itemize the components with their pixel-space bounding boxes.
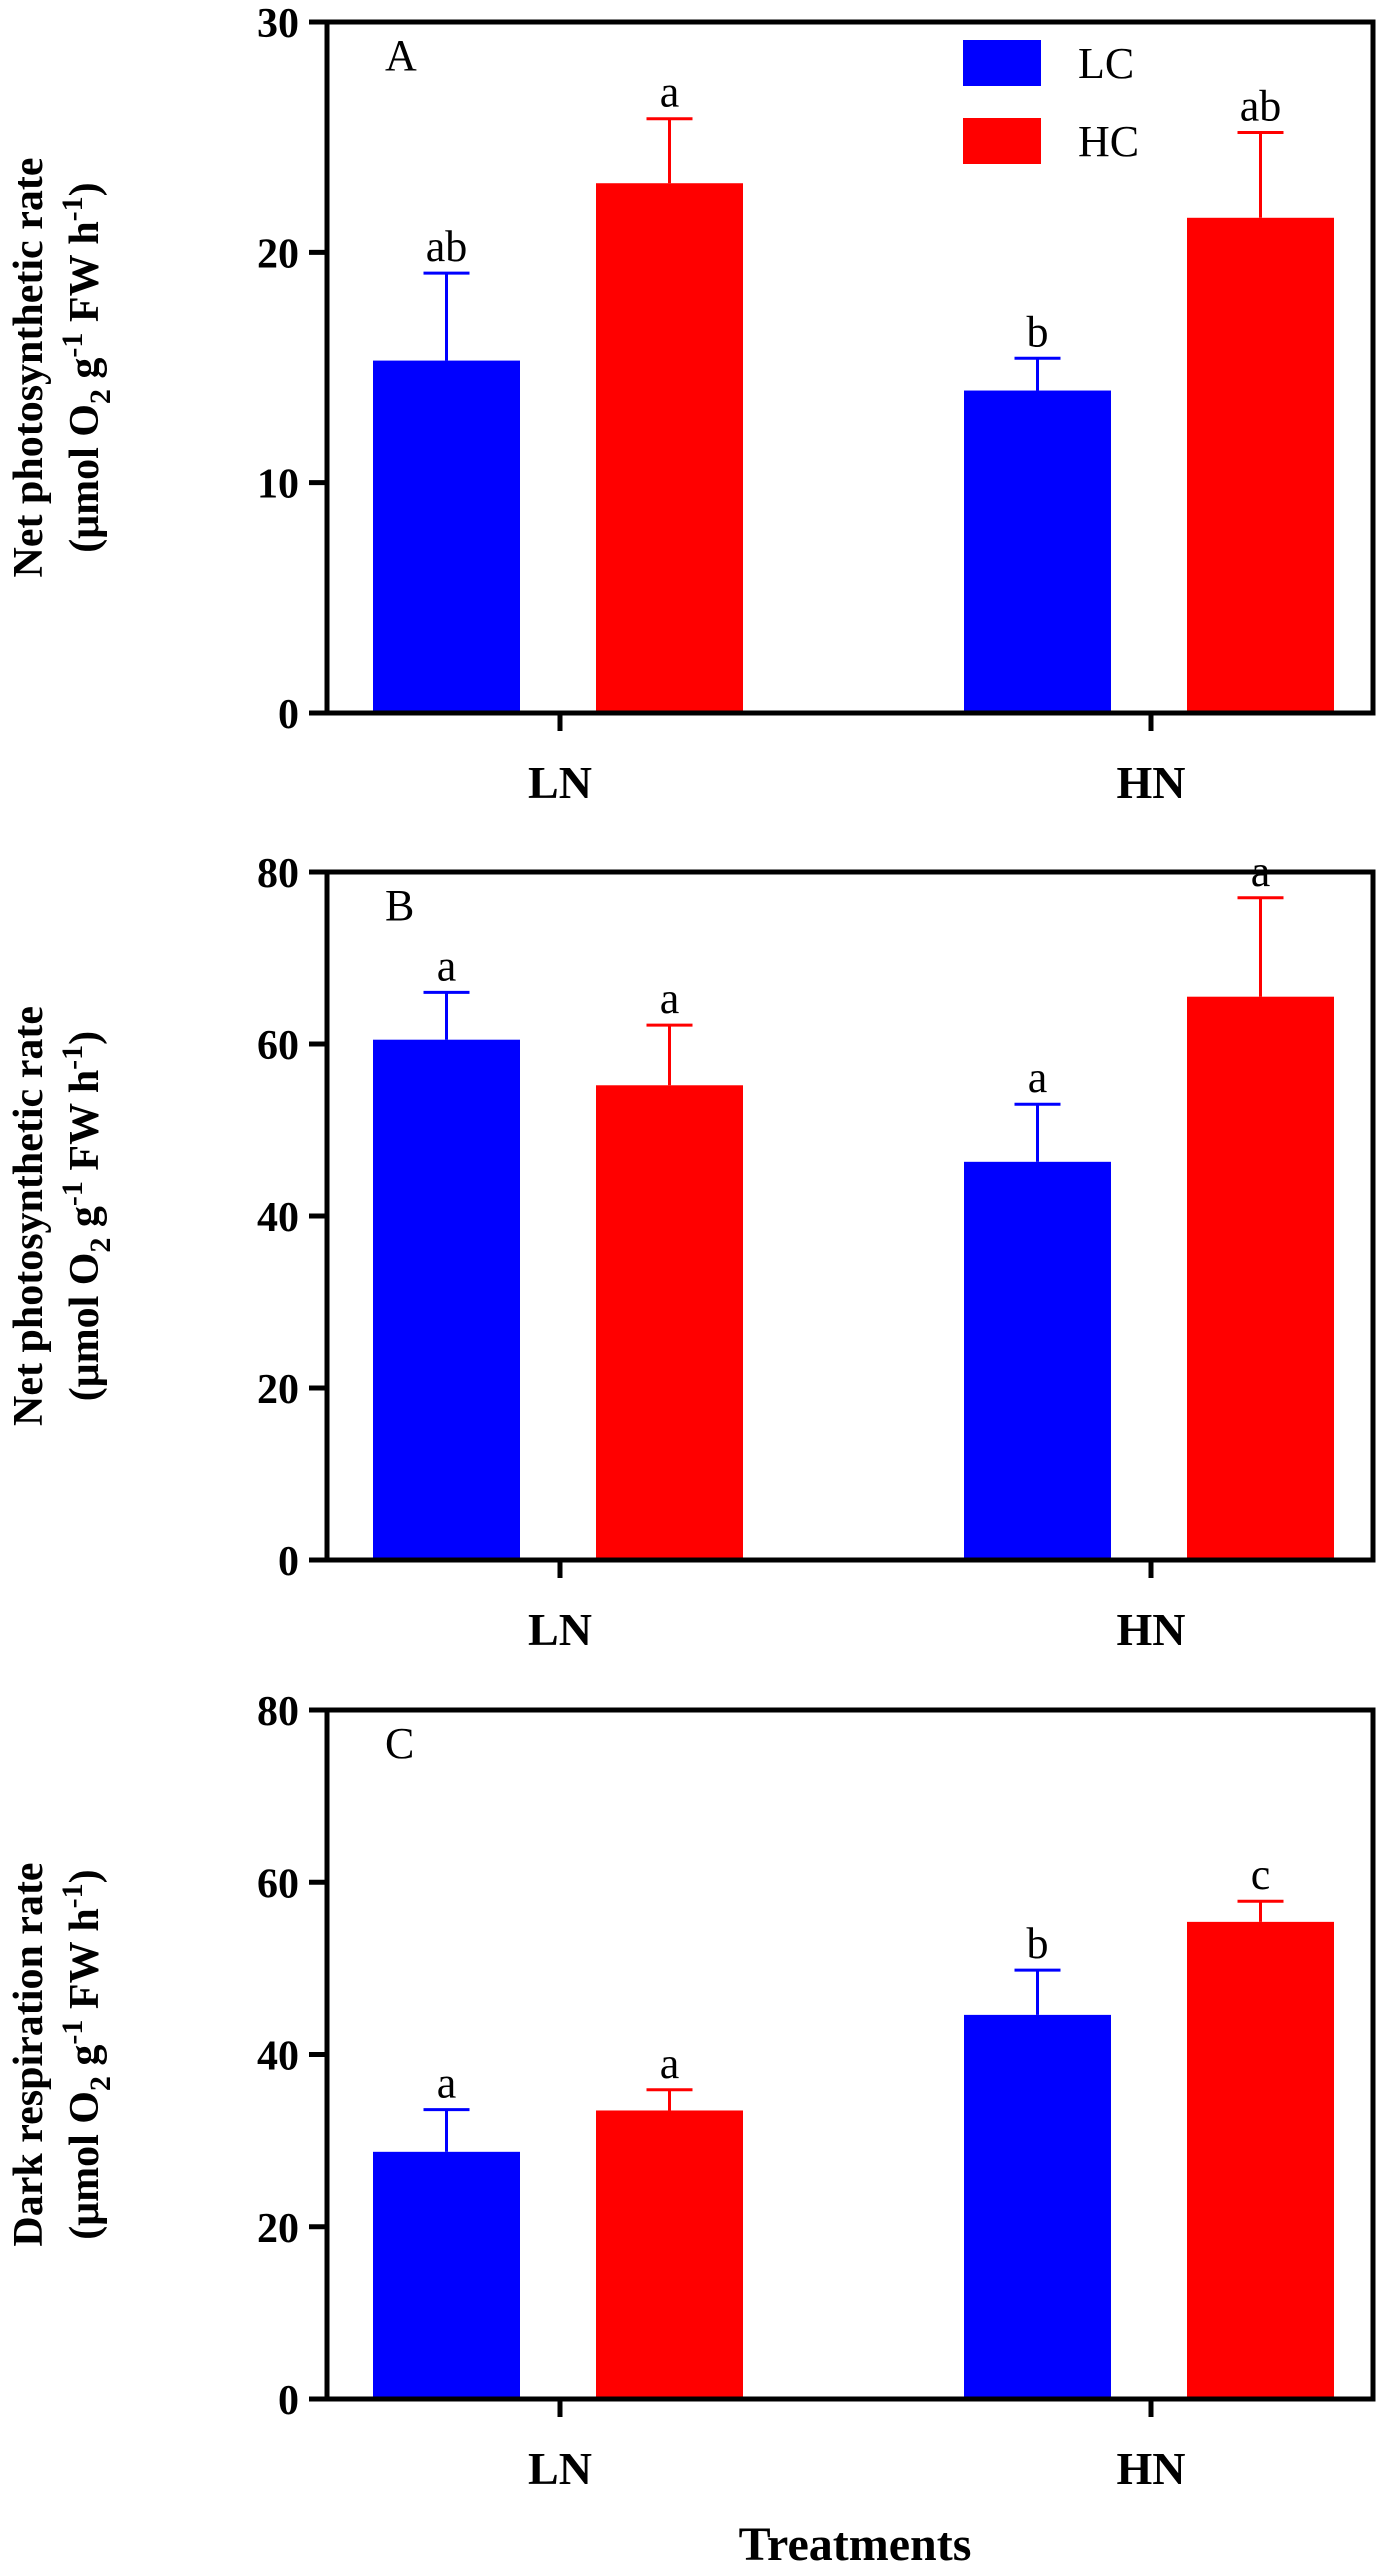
x-category-label-hn: HN (1117, 2443, 1186, 2494)
y-axis-label-line2: (μmol O2 g-1 FW h-1) (56, 1869, 117, 2239)
x-axis-title: Treatments (739, 2518, 972, 2571)
bar-lc-hn (964, 2014, 1111, 2399)
y-axis-label-part: 2 (84, 1238, 117, 1253)
x-category-label-hn: HN (1117, 1604, 1186, 1655)
y-axis-label-part: -1 (56, 196, 89, 221)
y-axis-label-part: FW h (62, 1070, 108, 1181)
y-axis-label-line2: (μmol O2 g-1 FW h-1) (56, 182, 117, 552)
y-axis-label-line1: Net photosynthetic rate (6, 1006, 52, 1426)
x-category-label-ln: LN (528, 1604, 592, 1655)
significance-label: a (437, 941, 457, 990)
legend-swatch-lc (963, 40, 1041, 86)
legend-label-hc: HC (1078, 117, 1139, 166)
y-axis-label-part: g (62, 1206, 108, 1238)
y-tick-label: 20 (257, 1367, 299, 1413)
significance-label: a (1028, 1053, 1048, 1102)
y-axis-label-line1: Dark respiration rate (6, 1862, 52, 2246)
y-axis-label-part: g (62, 2045, 108, 2077)
x-category-label-hn: HN (1117, 757, 1186, 808)
y-tick-label: 0 (278, 692, 299, 738)
panel-label: B (385, 881, 414, 930)
significance-label: b (1027, 307, 1049, 356)
bar-lc-ln (373, 2151, 520, 2399)
significance-label: a (660, 2039, 680, 2088)
y-axis-label-part: 2 (84, 2076, 117, 2091)
x-category-label-ln: LN (528, 757, 592, 808)
panel-label: A (385, 31, 417, 80)
legend-swatch-hc (963, 118, 1041, 164)
significance-label: ab (426, 222, 468, 271)
significance-label: a (660, 68, 680, 117)
y-tick-label: 80 (257, 851, 299, 897)
plot-frame (324, 19, 1376, 716)
y-axis-label-line1: Net photosynthetic rate (6, 158, 52, 578)
y-tick-label: 0 (278, 2378, 299, 2424)
panel-label: C (385, 1719, 414, 1768)
y-axis-label-part: 2 (84, 389, 117, 404)
y-axis-label-part: -1 (56, 1883, 89, 1908)
bar-lc-hn (964, 1161, 1111, 1560)
y-tick-label: 0 (278, 1539, 299, 1585)
bar-hc-hn (1187, 217, 1334, 714)
y-tick-label: 10 (257, 462, 299, 508)
legend-label-lc: LC (1078, 39, 1134, 88)
y-axis-label-part: g (62, 358, 108, 390)
y-tick-label: 40 (257, 2034, 299, 2080)
y-axis-label-part: -1 (56, 1045, 89, 1070)
y-axis-label-part: -1 (56, 333, 89, 358)
y-axis-label-part: ) (62, 1031, 108, 1045)
bar-hc-ln (596, 2110, 743, 2399)
significance-label: a (660, 974, 680, 1023)
y-tick-label: 60 (257, 1023, 299, 1069)
bar-hc-hn (1187, 996, 1334, 1560)
bar-lc-ln (373, 1039, 520, 1560)
y-axis-label-part: -1 (56, 2020, 89, 2045)
y-axis-label-part: FW h (62, 1908, 108, 2019)
significance-label: b (1027, 1919, 1049, 1968)
significance-label: a (437, 2059, 457, 2108)
significance-label: ab (1240, 82, 1282, 131)
y-tick-label: 30 (257, 1, 299, 47)
y-tick-label: 40 (257, 1195, 299, 1241)
bar-hc-ln (596, 1085, 743, 1560)
y-axis-label-part: ) (62, 1869, 108, 1883)
y-axis-label-part: (μmol O (62, 1253, 108, 1402)
y-axis-label: Net photosynthetic rate (μmol O2 g-1 FW h… (6, 1006, 117, 1426)
y-tick-label: 80 (257, 1689, 299, 1735)
y-axis-label-part: -1 (56, 1181, 89, 1206)
y-axis-label: Net photosynthetic rate (μmol O2 g-1 FW h… (6, 158, 117, 578)
chart-panel-c: a b a c 0 20 40 60 80 LN HN C Dark respiration rate(… (6, 1689, 1376, 2494)
y-axis-label-line2: (μmol O2 g-1 FW h-1) (56, 1031, 117, 1401)
y-tick-label: 20 (257, 2206, 299, 2252)
bar-lc-hn (964, 390, 1111, 713)
bar-lc-ln (373, 360, 520, 713)
bar-hc-ln (596, 183, 743, 713)
y-axis-label-part: (μmol O (62, 404, 108, 553)
significance-label: c (1251, 1850, 1271, 1899)
bar-hc-hn (1187, 1921, 1334, 2399)
y-axis-label-part: FW h (62, 221, 108, 332)
y-tick-label: 20 (257, 231, 299, 277)
chart-panel-a: ab b a ab 0 10 20 30 LN HN A Net photosynthetic rat… (6, 1, 1376, 808)
y-axis-label-part: ) (62, 182, 108, 196)
x-category-label-ln: LN (528, 2443, 592, 2494)
y-tick-label: 60 (257, 1861, 299, 1907)
y-axis-label: Dark respiration rate (μmol O2 g-1 FW h-1… (6, 1862, 117, 2246)
y-axis-label-part: (μmol O (62, 2091, 108, 2240)
